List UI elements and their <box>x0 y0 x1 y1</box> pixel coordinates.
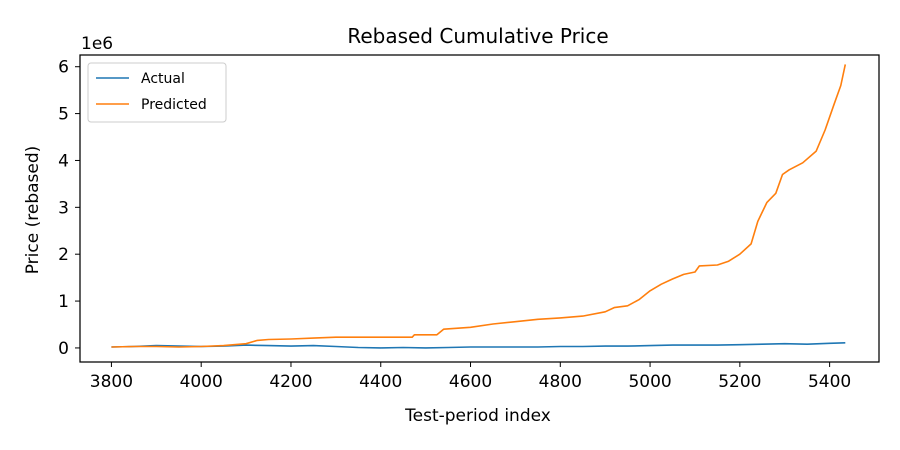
x-tick-label: 4800 <box>539 372 582 392</box>
legend: Actual Predicted <box>87 62 227 123</box>
x-tick-label: 5200 <box>718 372 761 392</box>
y-tick-label: 4 <box>58 151 69 171</box>
y-ticks: 0 1 2 3 4 5 6 <box>58 58 80 359</box>
plot-frame <box>79 54 880 363</box>
series-lines <box>111 64 847 349</box>
y-axis-label: Price (rebased) <box>23 146 43 275</box>
y-tick-label: 0 <box>58 339 69 359</box>
x-tick-label: 4000 <box>180 372 223 392</box>
x-tick-label: 5000 <box>628 372 671 392</box>
y-offset-label: 1e6 <box>81 34 113 54</box>
x-tick-label: 4200 <box>269 372 312 392</box>
legend-label-actual: Actual <box>141 71 185 87</box>
y-tick-label: 5 <box>58 105 69 125</box>
x-tick-label: 4600 <box>449 372 492 392</box>
x-axis-label: Test-period index <box>404 406 551 426</box>
y-tick-label: 6 <box>58 58 69 78</box>
x-tick-label: 5400 <box>808 372 851 392</box>
x-tick-label: 3800 <box>90 372 133 392</box>
x-ticks: 3800 4000 4200 4400 4600 4800 5000 5200 5400 <box>90 362 851 392</box>
chart-title: Rebased Cumulative Price <box>347 24 608 48</box>
series-line-actual <box>111 342 846 349</box>
y-tick-label: 1 <box>58 292 69 312</box>
series-line-predicted <box>111 64 847 348</box>
y-tick-label: 3 <box>58 198 69 218</box>
x-tick-label: 4400 <box>359 372 402 392</box>
legend-label-predicted: Predicted <box>141 97 207 113</box>
y-tick-label: 2 <box>58 245 69 265</box>
